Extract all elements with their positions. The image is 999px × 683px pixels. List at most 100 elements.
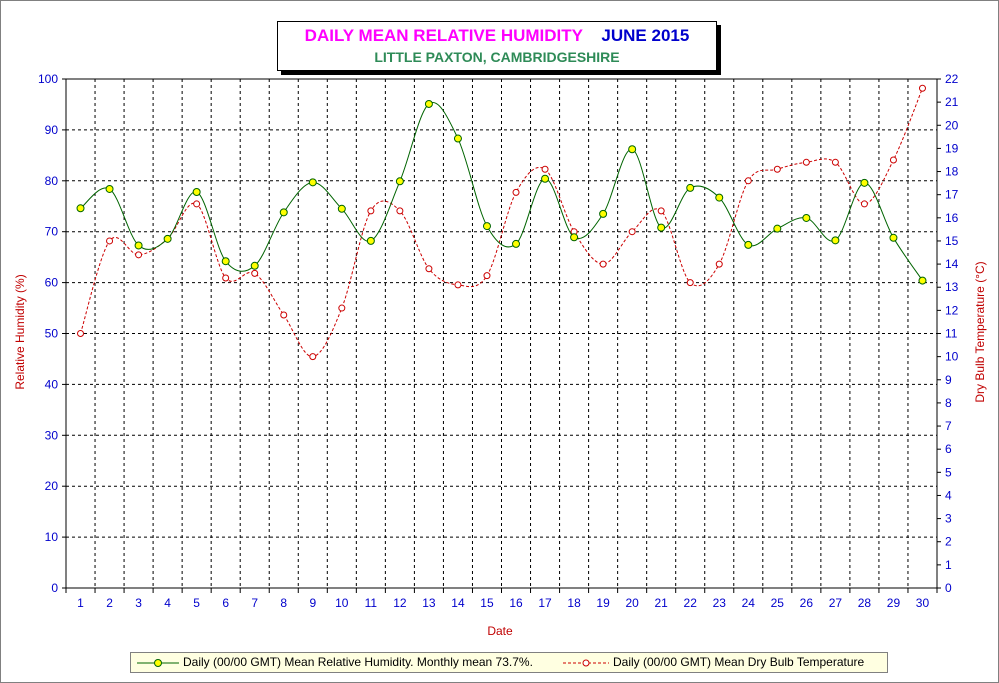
chart-title: DAILY MEAN RELATIVE HUMIDITY (304, 26, 583, 45)
right-axis-title: Dry Bulb Temperature (°C) (973, 261, 987, 402)
temperature-point (483, 272, 491, 280)
humidity-point (512, 239, 521, 248)
x-tick-label: 20 (625, 596, 639, 610)
humidity-series-layer (76, 99, 927, 285)
humidity-point (918, 276, 927, 285)
humidity-point (802, 213, 811, 222)
chart-month: JUNE 2015 (601, 26, 690, 45)
temperature-point (599, 260, 607, 268)
temperature-point (77, 330, 85, 337)
x-tick-label: 25 (771, 596, 785, 610)
x-tick-label: 6 (222, 596, 229, 610)
humidity-point (628, 145, 637, 154)
x-tick-label: 7 (251, 596, 258, 610)
humidity-point (134, 241, 143, 250)
x-tick-label: 28 (858, 596, 872, 610)
left-tick-label: 10 (45, 530, 59, 544)
x-tick-label: 9 (309, 596, 316, 610)
temperature-series-layer (77, 84, 926, 361)
humidity-point (657, 223, 666, 232)
left-tick-label: 70 (45, 225, 59, 239)
right-tick-label: 4 (945, 488, 952, 502)
x-axis-title: Date (487, 624, 513, 638)
humidity-point (744, 240, 753, 249)
x-tick-label: 24 (742, 596, 756, 610)
right-tick-label: 20 (945, 118, 959, 132)
temperature-point (657, 207, 665, 215)
title-line: DAILY MEAN RELATIVE HUMIDITY JUNE 2015 (278, 26, 716, 46)
temperature-point (280, 311, 288, 319)
left-tick-label: 30 (45, 428, 59, 442)
humidity-point (541, 174, 550, 183)
humidity-point (686, 183, 695, 192)
humidity-point (831, 236, 840, 245)
humidity-point (453, 134, 462, 143)
x-tick-label: 18 (567, 596, 581, 610)
humidity-point (163, 234, 172, 243)
x-tick-label: 14 (451, 596, 465, 610)
right-tick-label: 3 (945, 512, 952, 526)
temperature-point (425, 265, 433, 273)
right-tick-label: 11 (945, 327, 958, 341)
temperature-point (367, 207, 375, 215)
x-tick-label: 23 (713, 596, 727, 610)
temperature-point (889, 156, 897, 164)
temperature-point (628, 228, 636, 236)
temperature-point (222, 274, 230, 282)
humidity-point (279, 208, 288, 217)
humidity-point (308, 178, 317, 187)
right-tick-label: 21 (945, 95, 959, 109)
x-tick-label: 1 (77, 596, 84, 610)
temperature-point (106, 237, 114, 245)
right-tick-label: 13 (945, 280, 959, 294)
x-tick-label: 21 (655, 596, 669, 610)
right-tick-label: 17 (945, 188, 959, 202)
humidity-point (250, 261, 259, 270)
temperature-point (135, 251, 143, 259)
right-tick-label: 16 (945, 211, 959, 225)
temperature-point (773, 165, 781, 173)
left-tick-label: 20 (45, 479, 59, 493)
right-tick-label: 0 (945, 581, 952, 595)
temperature-point (396, 207, 404, 215)
right-tick-label: 2 (945, 535, 952, 549)
x-tick-label: 5 (193, 596, 200, 610)
left-tick-label: 40 (45, 377, 59, 391)
right-tick-label: 7 (945, 419, 952, 433)
right-tick-label: 9 (945, 373, 952, 387)
temperature-point (251, 269, 259, 277)
x-tick-label: 12 (393, 596, 407, 610)
temperature-point (541, 165, 549, 173)
left-tick-label: 80 (45, 174, 59, 188)
temperature-point (802, 158, 810, 166)
x-tick-label: 4 (164, 596, 171, 610)
humidity-point (889, 233, 898, 242)
right-tick-label: 5 (945, 465, 952, 479)
humidity-point (482, 222, 491, 231)
x-tick-label: 2 (106, 596, 113, 610)
temperature-point (512, 188, 520, 196)
humidity-point (105, 184, 114, 193)
legend: Daily (00/00 GMT) Mean Relative Humidity… (130, 652, 888, 673)
x-tick-label: 22 (684, 596, 698, 610)
humidity-point (715, 193, 724, 202)
x-tick-label: 8 (280, 596, 287, 610)
x-tick-label: 11 (365, 596, 378, 610)
temperature-point (918, 84, 926, 92)
humidity-point (570, 233, 579, 242)
temperature-point (715, 260, 723, 268)
temperature-point (686, 279, 694, 287)
temperature-point (193, 200, 201, 208)
right-tick-label: 18 (945, 165, 959, 179)
left-tick-label: 100 (38, 72, 58, 86)
x-tick-label: 3 (135, 596, 142, 610)
right-tick-label: 10 (945, 350, 959, 364)
grid-layer (66, 79, 937, 588)
right-tick-label: 14 (945, 257, 959, 271)
x-tick-label: 29 (887, 596, 901, 610)
left-tick-label: 0 (51, 581, 58, 595)
chart-subtitle: LITTLE PAXTON, CAMBRIDGESHIRE (374, 49, 620, 65)
right-tick-label: 8 (945, 396, 952, 410)
